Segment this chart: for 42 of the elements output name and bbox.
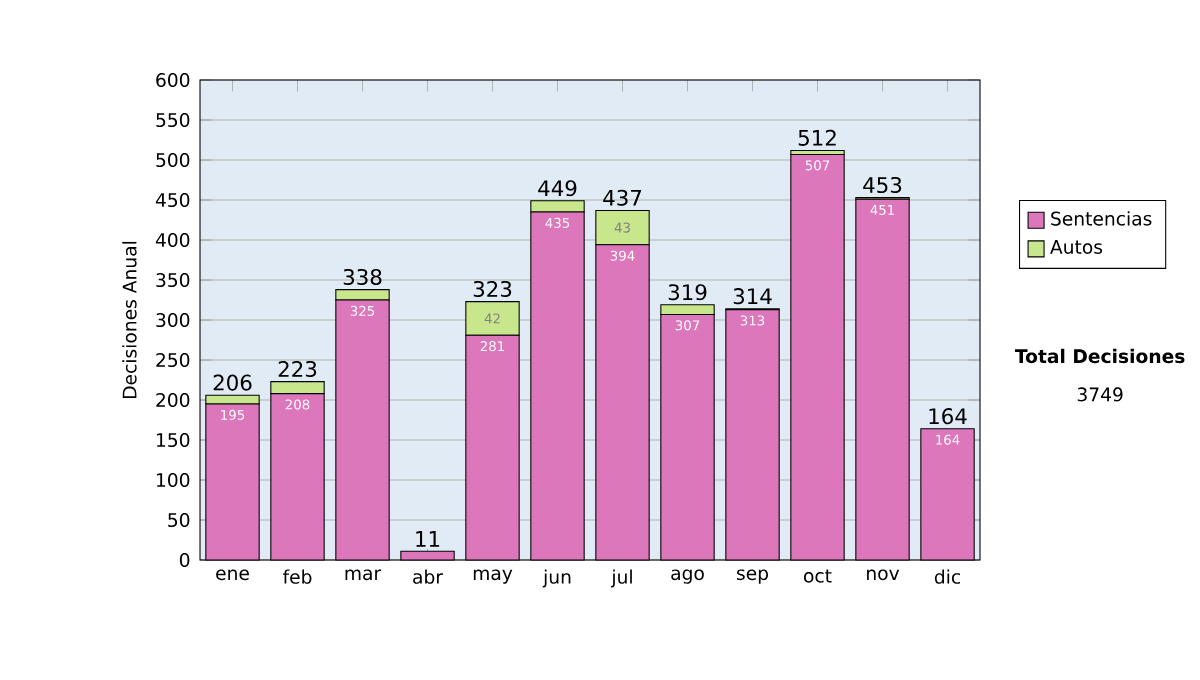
x-tick-label: sep (736, 569, 769, 584)
x-tick-label: dic (934, 569, 961, 584)
y-tick-label: 100 (157, 472, 190, 488)
total-label: 338 (343, 268, 382, 286)
x-tick-label: jun (542, 569, 571, 588)
total-label: 437 (603, 189, 642, 206)
text: Total Decisiones (1014, 348, 1185, 364)
total-label: 11 (416, 531, 440, 547)
x-tick-label: may (473, 569, 513, 584)
x-tick-label: feb (282, 569, 312, 584)
legend-label: Sentencias (1051, 211, 1152, 226)
total-label: 314 (733, 288, 772, 305)
total-label: 323 (473, 280, 512, 298)
total-label: 319 (668, 284, 707, 301)
y-tick-label: 150 (157, 432, 190, 448)
total-label: 206 (213, 374, 252, 391)
y-tick-label: 50 (168, 512, 190, 528)
y-tick-label: 0 (179, 552, 190, 568)
total-label: 223 (278, 360, 317, 378)
y-tick-label: 450 (155, 192, 190, 208)
y-tick-label: 500 (156, 152, 190, 168)
y-tick-label: 550 (156, 112, 190, 128)
y-axis-title: Decisiones Anual (122, 241, 137, 398)
total-label: 449 (538, 180, 577, 197)
y-tick-label: 200 (156, 392, 190, 408)
y-tick-label: 300 (156, 312, 190, 328)
y-tick-label: 250 (156, 352, 190, 368)
legend-label: Autos (1050, 240, 1103, 254)
total-label: 512 (798, 129, 836, 146)
total-label: 164 (929, 408, 967, 425)
x-tick-label: oct (804, 569, 832, 583)
text: 3749 (1077, 387, 1123, 402)
x-tick-label: abr (413, 569, 443, 584)
y-tick-label: 600 (156, 72, 190, 88)
y-tick-label: 350 (156, 272, 190, 288)
x-tick-label: ene (216, 569, 249, 581)
total-label: 453 (863, 176, 902, 194)
x-tick-label: jul (611, 569, 632, 588)
x-tick-label: mar (345, 569, 382, 581)
x-tick-label: ago (671, 569, 704, 584)
x-tick-label: nov (867, 569, 900, 581)
y-tick-label: 400 (155, 232, 190, 248)
